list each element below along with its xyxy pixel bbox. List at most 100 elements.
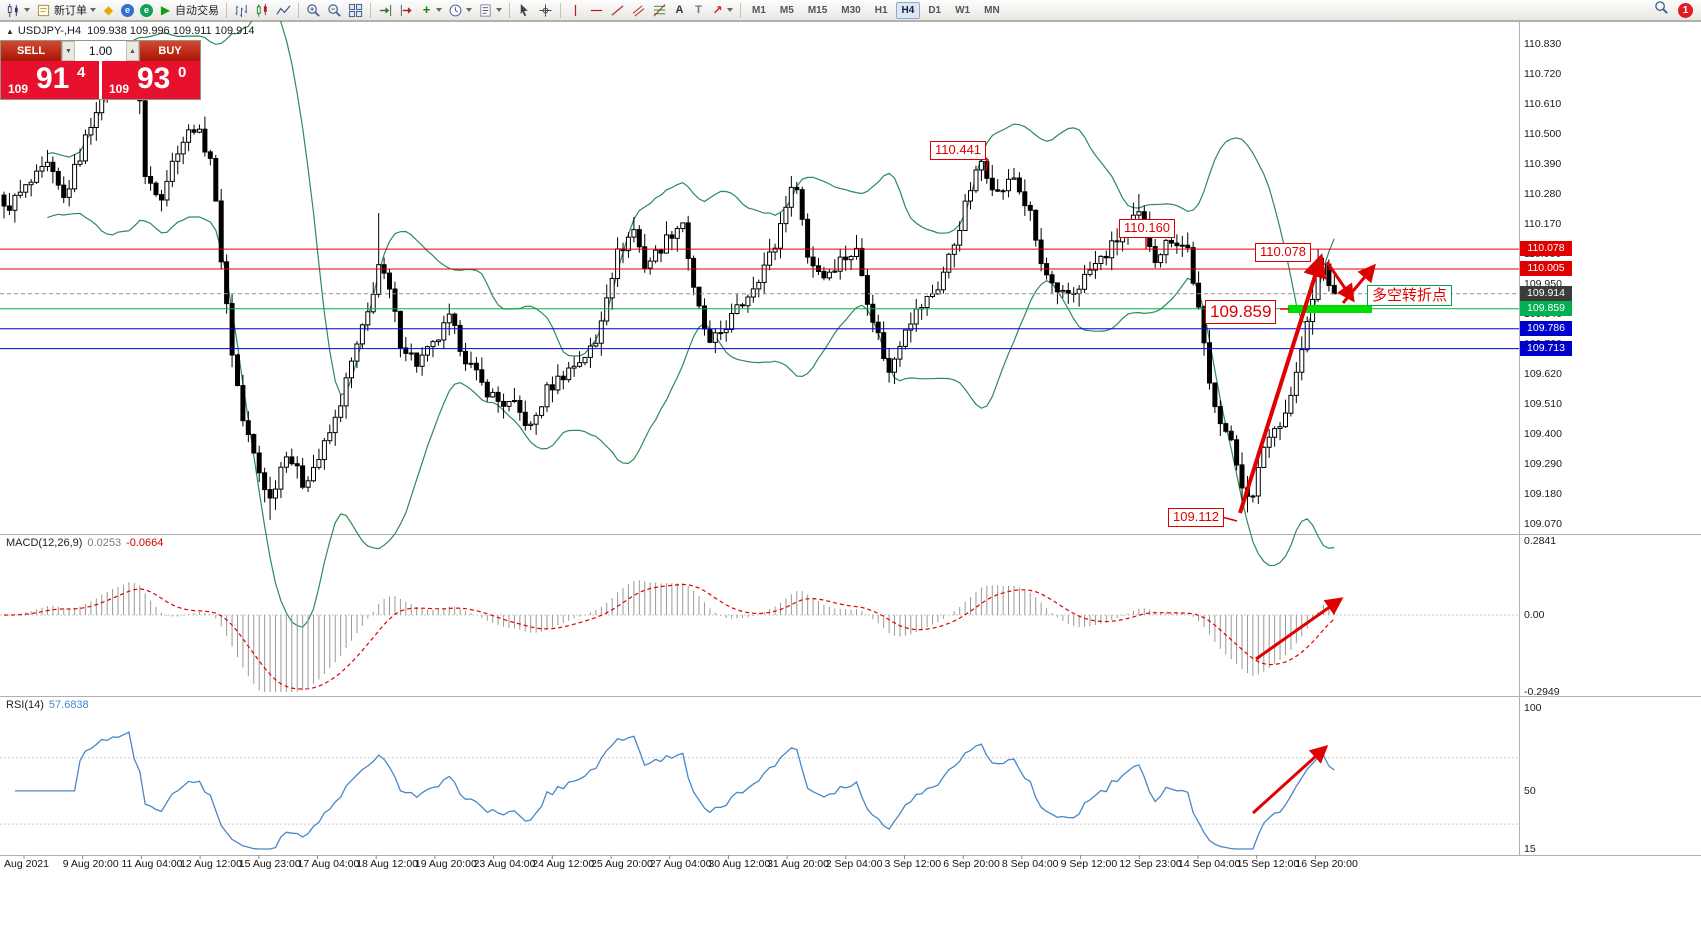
trend-arrow[interactable] — [1251, 744, 1329, 815]
timeframe-h1-button[interactable]: H1 — [874, 4, 888, 16]
data-window-button[interactable]: e — [118, 1, 137, 20]
sell-price-big: 91 — [36, 62, 70, 95]
rsi-line — [14, 731, 1335, 850]
time-axis-label: 14 Sep 04:00 — [1178, 858, 1241, 870]
timeframe-m15-button[interactable]: M15 — [807, 4, 828, 16]
price-tag[interactable]: 110.078 — [1520, 241, 1572, 257]
trend-arrow[interactable] — [1238, 253, 1327, 514]
price-callout[interactable]: 110.441 — [930, 141, 987, 160]
price-callout[interactable]: 多空转折点 — [1367, 285, 1453, 307]
trend-arrow[interactable] — [1341, 263, 1376, 304]
price-callout[interactable]: 109.112 — [1168, 508, 1225, 527]
search-icon[interactable] — [1654, 0, 1669, 20]
price-tag[interactable]: 110.005 — [1520, 260, 1572, 276]
text-button[interactable]: A — [675, 4, 684, 16]
market-watch-button[interactable]: ◆ — [103, 3, 114, 17]
auto-trading-button[interactable]: ▶ 自动交易 — [160, 3, 219, 17]
volume-input[interactable] — [75, 41, 126, 61]
collapse-icon[interactable]: ▲ — [6, 27, 14, 36]
price-axis-label: 110.720 — [1524, 67, 1562, 80]
templates-button[interactable] — [475, 1, 505, 20]
timeframe-d1-button[interactable]: D1 — [928, 4, 942, 16]
price-axis-label: 110.830 — [1524, 38, 1562, 50]
text-label-button[interactable]: T — [695, 4, 702, 16]
time-axis-label: 8 Sep 04:00 — [1001, 858, 1059, 870]
zoom-in-button[interactable] — [303, 1, 324, 20]
time-axis-label: 25 Aug 20:00 — [591, 858, 653, 870]
timeframe-mn-button[interactable]: MN — [984, 4, 1000, 16]
arrows-tool-button[interactable]: ↗ — [708, 1, 736, 20]
auto-scroll-button[interactable] — [375, 1, 396, 20]
sell-price[interactable]: 109 91 4 — [1, 61, 99, 99]
callout-connector — [985, 158, 989, 172]
candlestick-series — [1, 42, 1337, 520]
time-axis-label: 6 Sep 20:00 — [943, 858, 1000, 870]
price-callout[interactable]: 110.160 — [1119, 219, 1176, 238]
new-chart-button[interactable] — [3, 1, 33, 20]
notification-badge[interactable]: 1 — [1678, 2, 1693, 18]
chart-candles-button[interactable] — [252, 1, 273, 20]
trend-arrow[interactable] — [1325, 261, 1355, 303]
highlight-zone[interactable] — [1288, 305, 1372, 313]
trendline-button[interactable] — [607, 1, 628, 20]
time-axis-label: 19 Aug 20:00 — [414, 858, 477, 870]
price-axis-label: 109.290 — [1524, 457, 1562, 470]
price-tag[interactable]: 109.786 — [1520, 320, 1572, 336]
horizontal-line-button[interactable] — [586, 1, 607, 20]
time-axis-label: Aug 2021 — [4, 858, 49, 870]
sell-button[interactable]: SELL — [1, 41, 61, 61]
chart-shift-button[interactable] — [396, 1, 417, 20]
rsi-axis-label: 15 — [1524, 842, 1536, 855]
volume-decrease-button[interactable]: ▼ — [62, 41, 75, 61]
time-axis-label: 17 Aug 04:00 — [297, 858, 360, 870]
volume-control: ▼ ▲ — [61, 41, 140, 61]
timeframe-h4-button[interactable]: H4 — [895, 1, 921, 19]
timeframe-m1-button[interactable]: M1 — [752, 4, 766, 16]
price-tag[interactable]: 109.859 — [1520, 300, 1572, 316]
time-axis-label: 15 Sep 12:00 — [1236, 858, 1300, 870]
time-axis-label: 12 Aug 12:00 — [180, 858, 242, 870]
chart-line-button[interactable] — [273, 1, 294, 20]
price-axis-label: 109.180 — [1524, 487, 1562, 500]
volume-increase-button[interactable]: ▲ — [126, 41, 139, 61]
price-tag[interactable]: 109.914 — [1520, 285, 1572, 301]
crosshair-button[interactable] — [535, 1, 556, 20]
toolbar-separator — [298, 2, 299, 18]
macd-histogram — [8, 580, 1335, 692]
navigator-button[interactable]: e — [137, 1, 156, 20]
new-order-button[interactable]: 新订单 — [33, 1, 99, 20]
vertical-line-button[interactable] — [565, 1, 586, 20]
price-axis-label: 110.170 — [1524, 217, 1562, 230]
bollinger-upper-band — [47, 3, 1335, 396]
buy-price[interactable]: 109 93 0 — [102, 61, 200, 99]
macd-axis-label: 0.2841 — [1524, 534, 1557, 547]
macd-axis-label: -0.2949 — [1524, 685, 1560, 698]
time-axis-label: 9 Aug 20:00 — [62, 858, 119, 870]
chart-bars-button[interactable] — [231, 1, 252, 20]
timeframe-m30-button[interactable]: M30 — [841, 4, 861, 16]
toolbar-separator — [226, 2, 227, 18]
fibonacci-retracement-button[interactable] — [649, 1, 670, 20]
symbol-info-bar: ▲ USDJPY-,H4 109.938 109.996 109.911 109.9… — [6, 25, 255, 37]
buy-button[interactable]: BUY — [140, 41, 200, 61]
price-axis-label: 109.620 — [1524, 367, 1562, 380]
toolbar-separator — [740, 2, 741, 18]
price-callout[interactable]: 110.078 — [1255, 243, 1312, 262]
tile-windows-button[interactable] — [345, 1, 366, 20]
trend-arrow[interactable] — [1255, 597, 1344, 661]
timeframe-w1-button[interactable]: W1 — [955, 4, 971, 16]
price-callout[interactable]: 109.859 — [1205, 300, 1277, 324]
rsi-axis-label: 50 — [1524, 784, 1536, 797]
cursor-button[interactable] — [514, 1, 535, 20]
equidistant-channel-button[interactable] — [628, 1, 649, 20]
indicators-list-button[interactable]: + — [417, 1, 445, 20]
zoom-out-button[interactable] — [324, 1, 345, 20]
price-tag[interactable]: 109.713 — [1520, 340, 1572, 356]
periods-button[interactable] — [445, 1, 475, 20]
buy-price-base: 109 — [109, 82, 130, 96]
macd-indicator-label: MACD(12,26,9) 0.0253 -0.0664 — [6, 537, 164, 549]
time-axis-label: 12 Sep 23:00 — [1119, 858, 1182, 870]
timeframe-m5-button[interactable]: M5 — [779, 4, 794, 16]
